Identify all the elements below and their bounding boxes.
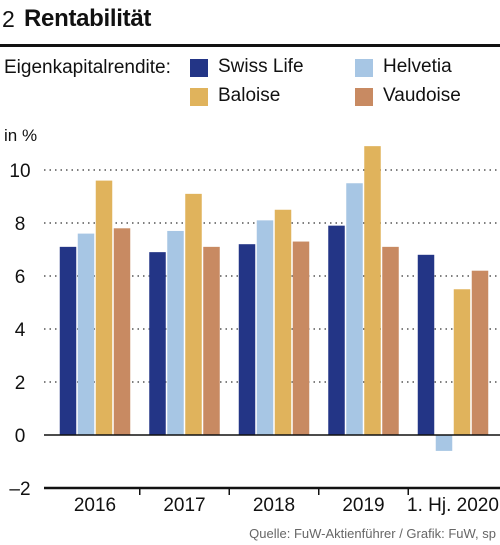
legend-label-helvetia: Helvetia xyxy=(383,56,452,77)
chart-number: 2 xyxy=(2,6,15,32)
bar-baloise-2019 xyxy=(364,146,381,435)
bar-vaudoise-1-hj-2020 xyxy=(471,270,489,435)
legend-label-swiss-life: Swiss Life xyxy=(218,56,304,77)
bar-helvetia-2016 xyxy=(77,233,95,435)
bar-helvetia-2017 xyxy=(167,230,184,435)
bar-swiss-life-1-hj-2020 xyxy=(417,254,435,435)
bar-swiss-life-2017 xyxy=(149,252,166,435)
legend-label: Eigenkapitalrendite: xyxy=(4,57,171,78)
x-tick-label: 2019 xyxy=(342,495,384,516)
y-tick-label: 2 xyxy=(15,373,26,394)
bar-helvetia-2018 xyxy=(256,220,274,435)
bar-vaudoise-2018 xyxy=(292,241,310,435)
legend-label-baloise: Baloise xyxy=(218,85,281,106)
y-tick-label: 6 xyxy=(15,267,26,288)
bar-vaudoise-2016 xyxy=(113,228,131,435)
chart-legend: Eigenkapitalrendite: Swiss Life Helvetia… xyxy=(0,52,500,116)
legend-swatch-baloise xyxy=(190,88,208,106)
bar-baloise-2016 xyxy=(95,180,113,435)
x-tick-label: 2018 xyxy=(253,495,295,516)
bar-swiss-life-2016 xyxy=(59,246,77,435)
bar-swiss-life-2019 xyxy=(328,225,345,435)
legend-swatch-helvetia xyxy=(355,59,373,77)
bar-baloise-1-hj-2020 xyxy=(453,289,471,435)
legend-swatch-vaudoise xyxy=(355,88,373,106)
legend-label-vaudoise: Vaudoise xyxy=(383,85,461,106)
chart-header: 2 Rentabilität xyxy=(0,0,500,44)
x-tick-label: 2017 xyxy=(163,495,205,516)
bar-baloise-2017 xyxy=(185,193,202,435)
y-tick-label: 0 xyxy=(15,426,26,447)
x-tick-label: 1. Hj. 2020 xyxy=(407,495,499,516)
source-note: Quelle: FuW-Aktienführer / Grafik: FuW, … xyxy=(249,526,496,541)
bar-swiss-life-2018 xyxy=(238,244,256,435)
bar-vaudoise-2019 xyxy=(382,246,399,435)
x-tick-label: 2016 xyxy=(74,495,116,516)
y-tick-label: 8 xyxy=(15,214,26,235)
bar-vaudoise-2017 xyxy=(203,246,220,435)
title-rule xyxy=(0,44,500,47)
y-tick-label: 10 xyxy=(9,161,30,182)
y-tick-label: –2 xyxy=(9,479,30,500)
legend-swatch-swiss-life xyxy=(190,59,208,77)
chart-title: Rentabilität xyxy=(24,5,152,32)
bar-helvetia-2019 xyxy=(346,183,363,435)
y-axis-unit-label: in % xyxy=(4,126,37,145)
bar-chart-plot: in % –2 0 2 4 6 8 10 2016 2017 2018 2019 1. Hj. 2020 xyxy=(4,126,500,516)
y-tick-label: 4 xyxy=(15,320,26,341)
bar-helvetia-1-hj-2020 xyxy=(435,435,453,451)
bar-baloise-2018 xyxy=(274,209,292,435)
